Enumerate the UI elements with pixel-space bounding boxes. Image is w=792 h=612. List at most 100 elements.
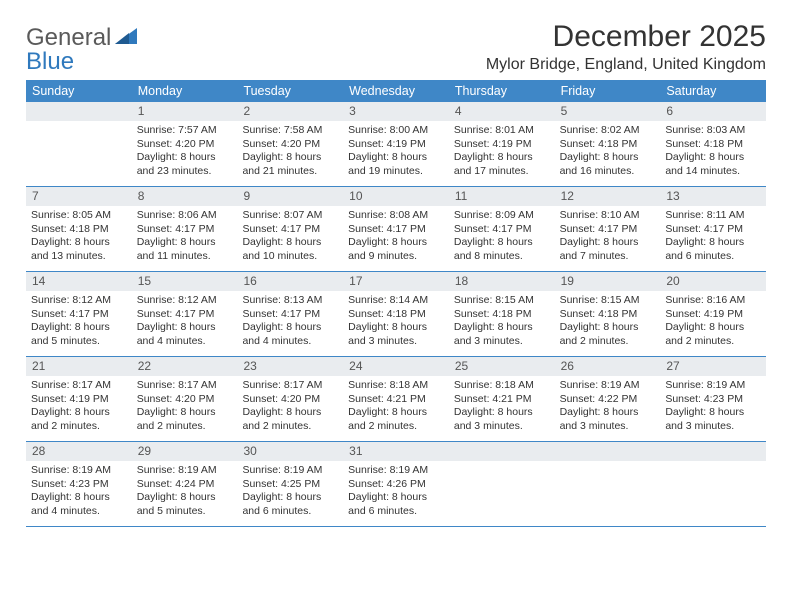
weekday-header: Saturday [660,80,766,102]
sunset-line: Sunset: 4:18 PM [454,308,550,321]
sunrise-line: Sunrise: 8:14 AM [348,294,444,307]
sunset-line: Sunset: 4:19 PM [31,393,127,406]
day-number: 30 [237,442,343,461]
day-number: 13 [660,187,766,206]
sunset-line: Sunset: 4:19 PM [348,138,444,151]
day-number: 1 [132,102,238,121]
daylight-line: Daylight: 8 hours and 6 minutes. [348,491,444,518]
calendar-cell: 9Sunrise: 8:07 AMSunset: 4:17 PMDaylight… [237,187,343,271]
daylight-line: Daylight: 8 hours and 4 minutes. [242,321,338,348]
daylight-line: Daylight: 8 hours and 2 minutes. [137,406,233,433]
daylight-line: Daylight: 8 hours and 2 minutes. [31,406,127,433]
page-header: General Blue December 2025 Mylor Bridge,… [26,20,766,74]
sunset-line: Sunset: 4:20 PM [242,138,338,151]
calendar-cell: 19Sunrise: 8:15 AMSunset: 4:18 PMDayligh… [555,272,661,356]
sunrise-line: Sunrise: 7:58 AM [242,124,338,137]
day-number: 25 [449,357,555,376]
daylight-line: Daylight: 8 hours and 3 minutes. [665,406,761,433]
month-title: December 2025 [486,20,766,54]
sunrise-line: Sunrise: 8:11 AM [665,209,761,222]
sunset-line: Sunset: 4:23 PM [665,393,761,406]
calendar-cell: 16Sunrise: 8:13 AMSunset: 4:17 PMDayligh… [237,272,343,356]
day-number: 2 [237,102,343,121]
sunset-line: Sunset: 4:17 PM [242,308,338,321]
calendar-cell [660,442,766,526]
calendar-cell: 18Sunrise: 8:15 AMSunset: 4:18 PMDayligh… [449,272,555,356]
day-number: 10 [343,187,449,206]
sunset-line: Sunset: 4:17 PM [31,308,127,321]
empty-daynum [449,442,555,461]
empty-daynum [26,102,132,121]
daylight-line: Daylight: 8 hours and 11 minutes. [137,236,233,263]
weekday-header: Sunday [26,80,132,102]
sunset-line: Sunset: 4:20 PM [137,138,233,151]
calendar-cell: 10Sunrise: 8:08 AMSunset: 4:17 PMDayligh… [343,187,449,271]
calendar-cell: 21Sunrise: 8:17 AMSunset: 4:19 PMDayligh… [26,357,132,441]
day-number: 6 [660,102,766,121]
weeks-container: 1Sunrise: 7:57 AMSunset: 4:20 PMDaylight… [26,102,766,527]
sunset-line: Sunset: 4:23 PM [31,478,127,491]
sunset-line: Sunset: 4:18 PM [348,308,444,321]
day-number: 27 [660,357,766,376]
day-number: 3 [343,102,449,121]
sunrise-line: Sunrise: 8:16 AM [665,294,761,307]
daylight-line: Daylight: 8 hours and 9 minutes. [348,236,444,263]
calendar-cell: 26Sunrise: 8:19 AMSunset: 4:22 PMDayligh… [555,357,661,441]
sunrise-line: Sunrise: 8:01 AM [454,124,550,137]
calendar: SundayMondayTuesdayWednesdayThursdayFrid… [26,80,766,527]
sunset-line: Sunset: 4:17 PM [242,223,338,236]
day-number: 15 [132,272,238,291]
calendar-cell: 27Sunrise: 8:19 AMSunset: 4:23 PMDayligh… [660,357,766,441]
daylight-line: Daylight: 8 hours and 6 minutes. [665,236,761,263]
logo-text-general: General [26,24,111,51]
calendar-cell: 31Sunrise: 8:19 AMSunset: 4:26 PMDayligh… [343,442,449,526]
sunset-line: Sunset: 4:17 PM [665,223,761,236]
daylight-line: Daylight: 8 hours and 3 minutes. [560,406,656,433]
calendar-cell: 12Sunrise: 8:10 AMSunset: 4:17 PMDayligh… [555,187,661,271]
calendar-cell: 3Sunrise: 8:00 AMSunset: 4:19 PMDaylight… [343,102,449,186]
day-number: 31 [343,442,449,461]
sunrise-line: Sunrise: 8:02 AM [560,124,656,137]
sunset-line: Sunset: 4:26 PM [348,478,444,491]
day-number: 24 [343,357,449,376]
sunset-line: Sunset: 4:20 PM [242,393,338,406]
day-number: 19 [555,272,661,291]
calendar-cell: 22Sunrise: 8:17 AMSunset: 4:20 PMDayligh… [132,357,238,441]
daylight-line: Daylight: 8 hours and 3 minutes. [348,321,444,348]
sunset-line: Sunset: 4:20 PM [137,393,233,406]
sunset-line: Sunset: 4:17 PM [560,223,656,236]
daylight-line: Daylight: 8 hours and 21 minutes. [242,151,338,178]
calendar-cell [449,442,555,526]
calendar-cell: 1Sunrise: 7:57 AMSunset: 4:20 PMDaylight… [132,102,238,186]
weekday-header: Monday [132,80,238,102]
calendar-week: 7Sunrise: 8:05 AMSunset: 4:18 PMDaylight… [26,187,766,272]
empty-daynum [555,442,661,461]
calendar-cell: 2 Sunrise: 7:58 AMSunset: 4:20 PMDaylight… [237,102,343,186]
day-number: 12 [555,187,661,206]
sunset-line: Sunset: 4:17 PM [348,223,444,236]
sunset-line: Sunset: 4:19 PM [665,308,761,321]
day-number: 20 [660,272,766,291]
sunset-line: Sunset: 4:17 PM [454,223,550,236]
calendar-cell: 8Sunrise: 8:06 AMSunset: 4:17 PMDaylight… [132,187,238,271]
daylight-line: Daylight: 8 hours and 2 minutes. [348,406,444,433]
calendar-cell: 29Sunrise: 8:19 AMSunset: 4:24 PMDayligh… [132,442,238,526]
sunset-line: Sunset: 4:17 PM [137,308,233,321]
sunset-line: Sunset: 4:18 PM [560,308,656,321]
sunrise-line: Sunrise: 8:19 AM [137,464,233,477]
logo-text-blue: Blue [26,48,74,75]
day-number: 7 [26,187,132,206]
title-block: December 2025 Mylor Bridge, England, Uni… [486,20,766,74]
daylight-line: Daylight: 8 hours and 2 minutes. [560,321,656,348]
sunrise-line: Sunrise: 8:18 AM [454,379,550,392]
calendar-week: 28Sunrise: 8:19 AMSunset: 4:23 PMDayligh… [26,442,766,527]
logo-triangle-icon [115,26,141,51]
sunrise-line: Sunrise: 8:12 AM [137,294,233,307]
sunrise-line: Sunrise: 8:19 AM [31,464,127,477]
day-number: 9 [237,187,343,206]
calendar-cell: 13 Sunrise: 8:11 AMSunset: 4:17 PMDayligh… [660,187,766,271]
calendar-cell [26,102,132,186]
day-number: 18 [449,272,555,291]
calendar-cell: 25Sunrise: 8:18 AMSunset: 4:21 PMDayligh… [449,357,555,441]
calendar-cell: 14Sunrise: 8:12 AMSunset: 4:17 PMDayligh… [26,272,132,356]
